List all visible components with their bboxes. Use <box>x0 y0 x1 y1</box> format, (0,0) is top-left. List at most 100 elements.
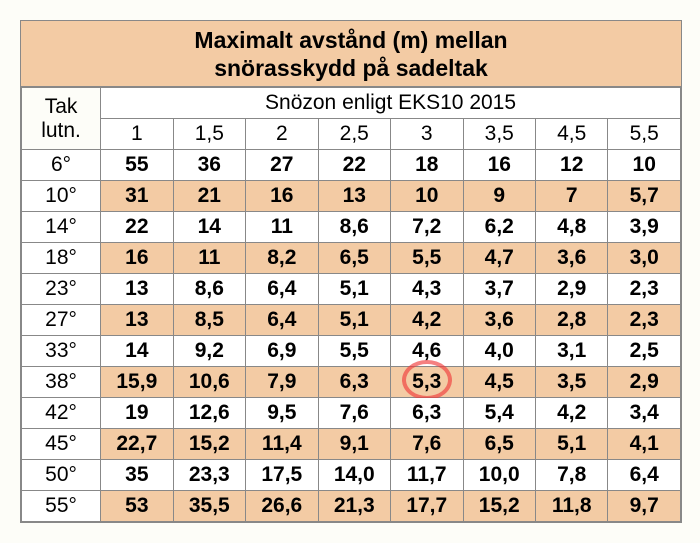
header-row-1: Tak lutn. Snözon enligt EKS10 2015 <box>22 88 681 119</box>
data-cell: 2,9 <box>608 367 681 398</box>
data-cell: 3,6 <box>535 243 607 274</box>
row-label: 10° <box>22 181 101 212</box>
title-line-1: Maximalt avstånd (m) mellan <box>194 27 507 53</box>
data-cell: 7,8 <box>535 460 607 491</box>
row-label: 14° <box>22 212 101 243</box>
data-cell: 31 <box>101 181 173 212</box>
data-cell: 5,5 <box>318 336 390 367</box>
data-cell: 19 <box>101 398 173 429</box>
data-cell: 2,9 <box>535 274 607 305</box>
data-cell: 9 <box>463 181 535 212</box>
data-cell: 6,5 <box>318 243 390 274</box>
data-cell: 3,7 <box>463 274 535 305</box>
table-row: 55°5335,526,621,317,715,211,89,7 <box>22 491 681 522</box>
data-cell: 21,3 <box>318 491 390 522</box>
data-cell: 22 <box>101 212 173 243</box>
data-cell: 17,5 <box>246 460 318 491</box>
table-row: 33°149,26,95,54,64,03,12,5 <box>22 336 681 367</box>
data-cell: 4,2 <box>535 398 607 429</box>
data-cell: 13 <box>101 274 173 305</box>
zone-header: 3,5 <box>463 119 535 150</box>
data-cell: 6,9 <box>246 336 318 367</box>
data-cell: 11,4 <box>246 429 318 460</box>
table-row: 50°3523,317,514,011,710,07,86,4 <box>22 460 681 491</box>
data-cell: 6,4 <box>246 305 318 336</box>
data-cell: 14 <box>173 212 245 243</box>
data-cell: 11 <box>173 243 245 274</box>
data-cell: 2,8 <box>535 305 607 336</box>
data-cell: 9,7 <box>608 491 681 522</box>
zone-header: 1,5 <box>173 119 245 150</box>
table-row: 10°3121161310975,7 <box>22 181 681 212</box>
data-cell: 6,4 <box>608 460 681 491</box>
data-cell: 10 <box>391 181 463 212</box>
row-label: 33° <box>22 336 101 367</box>
data-cell: 6,3 <box>318 367 390 398</box>
data-cell: 4,8 <box>535 212 607 243</box>
data-cell: 10 <box>608 150 681 181</box>
zone-header: 2 <box>246 119 318 150</box>
row-label: 38° <box>22 367 101 398</box>
data-cell-highlighted: 5,3 <box>391 367 463 398</box>
row-label: 50° <box>22 460 101 491</box>
data-cell: 35 <box>101 460 173 491</box>
data-cell: 8,6 <box>318 212 390 243</box>
data-cell: 5,1 <box>535 429 607 460</box>
data-cell: 16 <box>101 243 173 274</box>
corner-label-line1: Tak <box>45 95 78 118</box>
table-row: 23°138,66,45,14,33,72,92,3 <box>22 274 681 305</box>
table-row: 18°16118,26,55,54,73,63,0 <box>22 243 681 274</box>
data-cell: 15,2 <box>173 429 245 460</box>
data-cell: 6,4 <box>246 274 318 305</box>
data-cell: 13 <box>318 181 390 212</box>
row-label: 27° <box>22 305 101 336</box>
data-cell: 9,1 <box>318 429 390 460</box>
data-cell: 7 <box>535 181 607 212</box>
data-cell: 4,0 <box>463 336 535 367</box>
snow-guard-table: Maximalt avstånd (m) mellan snörasskydd … <box>20 20 682 523</box>
data-cell: 12 <box>535 150 607 181</box>
data-cell: 6,5 <box>463 429 535 460</box>
data-cell: 2,3 <box>608 305 681 336</box>
table-title: Maximalt avstånd (m) mellan snörasskydd … <box>21 21 681 87</box>
zone-header: 2,5 <box>318 119 390 150</box>
zone-header: 1 <box>101 119 173 150</box>
data-cell: 16 <box>246 181 318 212</box>
data-cell: 3,5 <box>535 367 607 398</box>
data-cell: 15,9 <box>101 367 173 398</box>
row-label: 6° <box>22 150 101 181</box>
data-cell: 7,2 <box>391 212 463 243</box>
data-cell: 3,1 <box>535 336 607 367</box>
data-cell: 5,4 <box>463 398 535 429</box>
title-line-2: snörasskydd på sadeltak <box>214 55 488 81</box>
zone-header: 4,5 <box>535 119 607 150</box>
data-cell: 3,4 <box>608 398 681 429</box>
data-cell: 7,6 <box>318 398 390 429</box>
data-cell: 22,7 <box>101 429 173 460</box>
data-cell: 8,5 <box>173 305 245 336</box>
row-label: 18° <box>22 243 101 274</box>
data-cell: 11,7 <box>391 460 463 491</box>
data-cell: 11 <box>246 212 318 243</box>
data-cell: 8,6 <box>173 274 245 305</box>
data-cell: 3,9 <box>608 212 681 243</box>
corner-label-line2: lutn. <box>41 119 81 142</box>
data-cell: 2,3 <box>608 274 681 305</box>
zone-header: 3 <box>391 119 463 150</box>
data-cell: 13 <box>101 305 173 336</box>
data-cell: 23,3 <box>173 460 245 491</box>
data-cell: 5,5 <box>391 243 463 274</box>
row-label: 42° <box>22 398 101 429</box>
corner-label: Tak lutn. <box>22 88 101 150</box>
data-cell: 55 <box>101 150 173 181</box>
table-row: 14°2214118,67,26,24,83,9 <box>22 212 681 243</box>
data-cell: 3,6 <box>463 305 535 336</box>
data-cell: 4,6 <box>391 336 463 367</box>
data-cell: 7,9 <box>246 367 318 398</box>
data-table: Tak lutn. Snözon enligt EKS10 2015 11,52… <box>21 87 681 522</box>
data-cell: 4,2 <box>391 305 463 336</box>
data-cell: 11,8 <box>535 491 607 522</box>
data-cell: 9,2 <box>173 336 245 367</box>
row-label: 55° <box>22 491 101 522</box>
data-cell: 16 <box>463 150 535 181</box>
